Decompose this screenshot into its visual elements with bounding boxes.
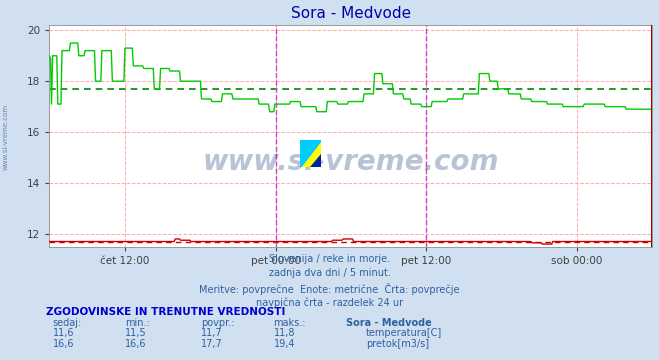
Text: min.:: min.: (125, 318, 150, 328)
Text: www.si-vreme.com: www.si-vreme.com (2, 104, 9, 170)
Text: 16,6: 16,6 (125, 339, 147, 349)
Text: sedaj:: sedaj: (53, 318, 82, 328)
Text: 11,6: 11,6 (53, 328, 74, 338)
Text: Meritve: povprečne  Enote: metrične  Črta: povprečje: Meritve: povprečne Enote: metrične Črta:… (199, 283, 460, 294)
Polygon shape (300, 140, 321, 167)
Text: 11,8: 11,8 (273, 328, 295, 338)
Polygon shape (310, 154, 321, 167)
Text: pretok[m3/s]: pretok[m3/s] (366, 339, 429, 349)
Text: 16,6: 16,6 (53, 339, 74, 349)
Text: zadnja dva dni / 5 minut.: zadnja dva dni / 5 minut. (269, 268, 390, 278)
Text: 17,7: 17,7 (201, 339, 223, 349)
Text: povpr.:: povpr.: (201, 318, 235, 328)
Text: 19,4: 19,4 (273, 339, 295, 349)
Text: 11,5: 11,5 (125, 328, 147, 338)
Text: Sora - Medvode: Sora - Medvode (346, 318, 432, 328)
Text: temperatura[C]: temperatura[C] (366, 328, 442, 338)
Text: maks.:: maks.: (273, 318, 306, 328)
Text: ZGODOVINSKE IN TRENUTNE VREDNOSTI: ZGODOVINSKE IN TRENUTNE VREDNOSTI (46, 307, 285, 317)
Text: 11,7: 11,7 (201, 328, 223, 338)
Text: www.si-vreme.com: www.si-vreme.com (203, 148, 499, 176)
Polygon shape (300, 140, 321, 167)
Text: Slovenija / reke in morje.: Slovenija / reke in morje. (269, 254, 390, 264)
Title: Sora - Medvode: Sora - Medvode (291, 6, 411, 21)
Text: navpična črta - razdelek 24 ur: navpična črta - razdelek 24 ur (256, 297, 403, 307)
